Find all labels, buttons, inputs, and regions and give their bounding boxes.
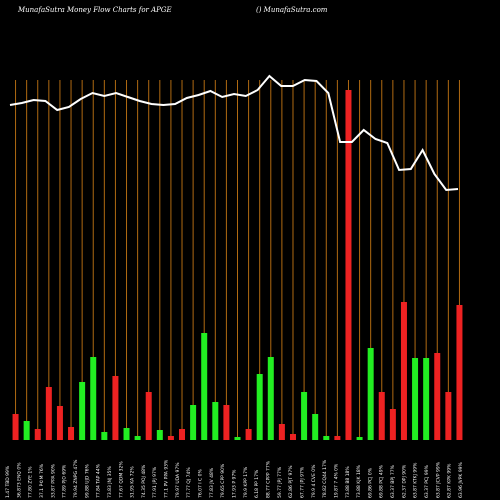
x-tick-label: 73.88 B8 18% — [345, 466, 351, 498]
outflow-bar — [400, 302, 407, 440]
outflow-bar — [278, 424, 285, 440]
outflow-bar — [289, 434, 296, 440]
outflow-bar — [167, 436, 174, 440]
outflow-bar — [245, 429, 252, 440]
x-tick-label: 77.1 PV PPA 93% — [164, 459, 170, 498]
x-tick-label: 17.93 P 97% — [232, 469, 238, 498]
outflow-bar — [68, 427, 75, 440]
outflow-bar — [434, 353, 441, 440]
inflow-bar — [267, 357, 274, 440]
outflow-bar — [223, 405, 230, 440]
x-tick-label: 1.47 TBD 99% — [5, 465, 11, 498]
x-tick-label: 31.95 KA 72% — [130, 466, 136, 498]
x-tick-label: 79.9 4 CVE 0% — [311, 464, 317, 498]
x-tick-label: 63.37 BPJ 77% — [390, 464, 396, 498]
x-tick-label: 78.82 CQ44 17% — [322, 459, 328, 498]
outflow-bar — [12, 414, 19, 440]
outflow-bar — [45, 387, 52, 440]
inflow-bar — [79, 382, 86, 440]
inflow-bar — [312, 414, 319, 440]
price-line — [9, 74, 459, 192]
outflow-bar — [179, 429, 186, 440]
x-tick-label: 77.67 QDM 32% — [118, 461, 124, 498]
inflow-bar — [123, 428, 130, 440]
outflow-bar — [456, 305, 463, 440]
x-tick-label: 62.87 KPK 99% — [447, 463, 453, 498]
x-tick-label: 77.89 PJO 69% — [62, 464, 68, 498]
x-tick-label: 99.88 UJD 76% — [84, 463, 90, 498]
x-tick-label: 79.94 ZNPG 47% — [73, 459, 79, 498]
x-tick-label: 63.87 KTKJ 99% — [413, 462, 419, 498]
inflow-bar — [412, 358, 419, 440]
inflow-bar — [190, 405, 197, 440]
inflow-bar — [234, 437, 241, 440]
x-tick-label: 69.88 PCJ 49% — [379, 464, 385, 498]
inflow-bar — [356, 437, 363, 440]
inflow-bar — [367, 348, 374, 440]
inflow-bar — [23, 421, 30, 440]
x-tick-label: 62.86 PJT 97% — [288, 465, 294, 498]
x-tick-label: 74.35 POJ 48% — [141, 464, 147, 498]
x-tick-label: 79.9 KPP 17% — [243, 466, 249, 498]
x-tick-label: 62.37 DPJ 90% — [401, 464, 407, 498]
x-tick-label: 73.83 JNJ 35% — [107, 466, 113, 498]
x-tick-labels: 1.47 TBD 99% 36.873 ENQ 0% 77.80 ZYE 1% 37.… — [5, 459, 464, 498]
outflow-bar — [378, 392, 385, 440]
inflow-bar — [256, 374, 263, 440]
x-tick-label: 76.07 I C 0% — [198, 468, 204, 498]
money-flow-bars — [12, 90, 463, 440]
x-tick-label: 33.87 PPA 90% — [50, 463, 56, 498]
x-tick-label: 59.77 JPJ 77% — [277, 466, 283, 498]
inflow-bar — [212, 402, 219, 440]
x-tick-label: 77.83 JV 48% — [209, 467, 215, 498]
inflow-bar — [90, 357, 97, 440]
inflow-bar — [323, 436, 330, 440]
inflow-bar — [134, 436, 141, 440]
x-tick-label: 63.37 PCJ 99% — [424, 464, 430, 498]
site-credit: () MunafaSutra.com — [256, 6, 328, 14]
x-tick-label: 77.84 TAP 44% — [96, 463, 102, 498]
outflow-bar — [334, 436, 341, 440]
x-tick-label: 79.97 UDA 97% — [175, 462, 181, 498]
outflow-bar — [56, 406, 63, 440]
x-tick-label: 63.87 JCVP 99% — [435, 461, 441, 498]
outflow-bar — [112, 376, 119, 440]
x-tick-label: 36.873 ENQ 0% — [16, 462, 22, 498]
outflow-bar — [389, 409, 396, 440]
x-tick-label: 37.1 P©M 76% — [38, 463, 45, 498]
inflow-bar — [301, 392, 308, 440]
x-tick-label: 88.77 CPPP 77% — [265, 460, 271, 498]
x-tick-label: 79.65 CPP 90% — [220, 463, 226, 498]
x-tick-label: 6.18 PP 17% — [254, 469, 260, 498]
inflow-bar — [423, 358, 430, 440]
outflow-bar — [445, 392, 452, 440]
chart-title: MunafaSutra Money Flow Charts for APGE — [18, 6, 172, 14]
inflow-bar — [156, 430, 163, 440]
x-tick-label: 63.96 JVPK 99% — [458, 461, 464, 498]
x-tick-label: 69.86 PCJ 0% — [367, 467, 373, 498]
x-tick-label: 73.88 KJK 18% — [356, 464, 362, 498]
x-tick-label: 67.77 JPJ 97% — [299, 466, 305, 498]
inflow-bar — [201, 333, 208, 440]
inflow-bar — [101, 432, 108, 440]
x-tick-label: 77.91 JPJ 97% — [152, 466, 158, 498]
x-tick-label: 19.87 7 4% 0% — [333, 463, 339, 498]
outflow-bar — [345, 90, 352, 440]
x-tick-label: 77.80 ZYE 1% — [28, 466, 34, 498]
outflow-bar — [145, 392, 152, 440]
outflow-bar — [34, 429, 41, 440]
x-tick-label: 77.77 QJ 74% — [186, 467, 192, 498]
